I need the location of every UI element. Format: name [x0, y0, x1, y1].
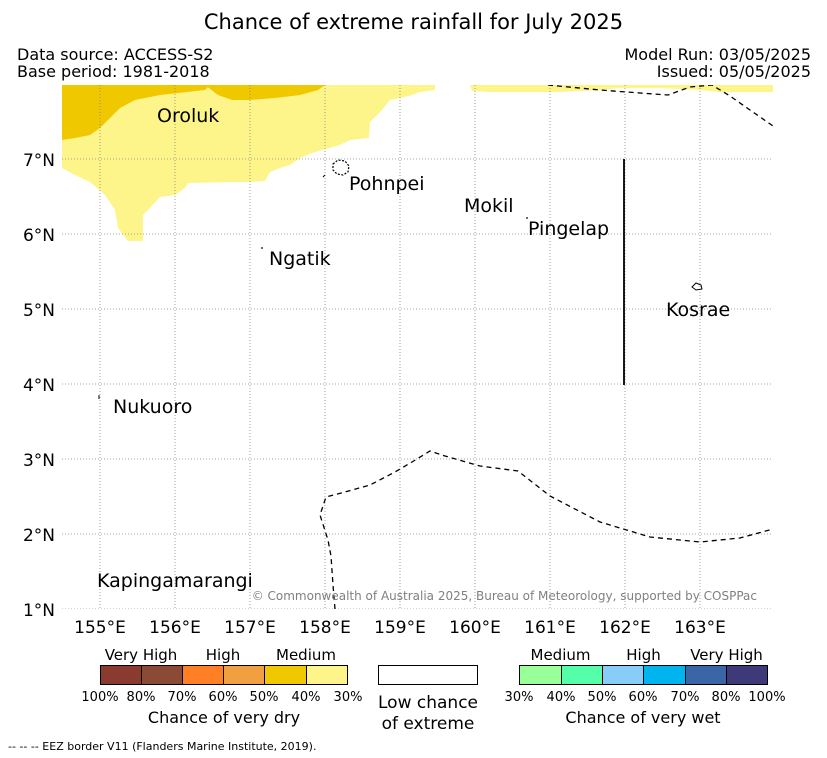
longitude-labels: 155°E 156°E 157°E 158°E 159°E 160°E 161°… [74, 618, 726, 638]
wet-swatch-80-100 [726, 665, 768, 685]
wet-tick: 80% [711, 690, 741, 705]
lon-label: 157°E [224, 618, 276, 638]
map-canvas: 7°N 6°N 5°N 4°N 3°N 2°N 1°N 155°E 156°E … [23, 85, 773, 638]
place-label-ngatik: Ngatik [269, 248, 331, 270]
kosrae-island [691, 282, 703, 291]
dry-tick: 40% [291, 690, 321, 705]
map-gridlines [62, 85, 773, 609]
low-chance-label-line1: Low chance [378, 693, 478, 713]
wet-category-very-high: Very High [690, 646, 763, 664]
lat-label: 5°N [23, 301, 55, 321]
lat-label: 6°N [23, 226, 55, 246]
low-chance-label-line2: of extreme [381, 714, 475, 734]
model-run-block: Model Run: 03/05/2025 Issued: 05/05/2025 [625, 46, 812, 80]
lon-label: 162°E [599, 618, 651, 638]
dry-category-very-high: Very High [104, 646, 178, 664]
wet-swatch-60-70 [643, 665, 686, 685]
wet-tick: 70% [670, 690, 700, 705]
lat-label: 2°N [23, 526, 55, 546]
wet-category-high: High [626, 646, 661, 664]
wet-tick: 60% [628, 690, 658, 705]
wet-swatch-30-40 [519, 665, 562, 685]
dry-swatch-60-50 [223, 665, 265, 685]
wet-tick: 50% [587, 690, 617, 705]
dry-high-region [62, 85, 210, 140]
wet-tick: 40% [546, 690, 576, 705]
latitude-labels: 7°N 6°N 5°N 4°N 3°N 2°N 1°N [23, 151, 55, 621]
oroluk-island-mark [322, 174, 326, 178]
dry-tick: 60% [208, 690, 238, 705]
lon-label: 161°E [524, 618, 576, 638]
dry-swatch-70-60 [182, 665, 224, 685]
pohnpei-island [332, 159, 350, 176]
dry-tick: 30% [333, 690, 363, 705]
place-label-pohnpei: Pohnpei [349, 173, 425, 195]
lat-label: 4°N [23, 376, 55, 396]
lon-label: 160°E [449, 618, 501, 638]
chart-title: Chance of extreme rainfall for July 2025 [203, 10, 624, 34]
dry-category-high: High [205, 646, 241, 664]
dry-tick: 80% [126, 690, 156, 705]
lat-label: 1°N [23, 601, 55, 621]
place-label-oroluk: Oroluk [157, 105, 219, 127]
dry-tick: 70% [167, 690, 197, 705]
dry-swatch-100-80 [100, 665, 142, 685]
wet-legend-title: Chance of very wet [565, 708, 721, 727]
place-label-mokil: Mokil [464, 195, 514, 217]
place-labels: Oroluk Pohnpei Mokil Pingelap Ngatik Kos… [97, 105, 730, 592]
lon-label: 163°E [674, 618, 726, 638]
dry-category-medium: Medium [276, 646, 336, 664]
data-source-block: Data source: ACCESS-S2 Base period: 1981… [17, 46, 213, 80]
mokil-island [526, 217, 528, 219]
eez-footnote: -- -- -- EEZ border V11 (Flanders Marine… [8, 740, 317, 753]
wet-tick: 100% [748, 690, 786, 705]
dry-swatch-40-30 [306, 665, 348, 685]
dry-legend-title: Chance of very dry [147, 708, 301, 727]
wet-swatch-50-60 [602, 665, 644, 685]
lat-label: 3°N [23, 451, 55, 471]
lon-label: 155°E [74, 618, 126, 638]
place-label-pingelap: Pingelap [528, 218, 609, 240]
wet-category-medium: Medium [530, 646, 591, 664]
data-source-text: Data source: ACCESS-S2 [17, 45, 214, 64]
dry-high-region-2 [205, 85, 325, 100]
dry-medium-region [62, 85, 435, 241]
place-label-kosrae: Kosrae [666, 299, 730, 321]
lon-label: 159°E [374, 618, 426, 638]
copyright-text: © Commonwealth of Australia 2025, Bureau… [252, 589, 757, 603]
model-run-text: Model Run: 03/05/2025 [624, 45, 812, 64]
issued-text: Issued: 05/05/2025 [656, 62, 811, 81]
dry-tick: 50% [249, 690, 279, 705]
base-period-text: Base period: 1981-2018 [17, 62, 210, 81]
low-chance-swatch [378, 665, 478, 685]
place-label-kapingamarangi: Kapingamarangi [97, 570, 253, 592]
wet-swatch-70-80 [685, 665, 727, 685]
lat-label: 7°N [23, 151, 55, 171]
dry-swatch-80-70 [141, 665, 183, 685]
dry-swatch-50-40 [264, 665, 307, 685]
map-plot-area [62, 85, 773, 609]
ngatik-island [261, 247, 263, 249]
dry-tick: 100% [81, 690, 119, 705]
dry-medium-region-east [470, 85, 773, 92]
wet-swatch-40-50 [561, 665, 603, 685]
lon-label: 156°E [149, 618, 201, 638]
eez-border-north [547, 85, 773, 127]
eez-border-south [319, 450, 773, 609]
lon-label: 158°E [299, 618, 351, 638]
place-label-nukuoro: Nukuoro [113, 396, 192, 418]
wet-tick: 30% [504, 690, 534, 705]
